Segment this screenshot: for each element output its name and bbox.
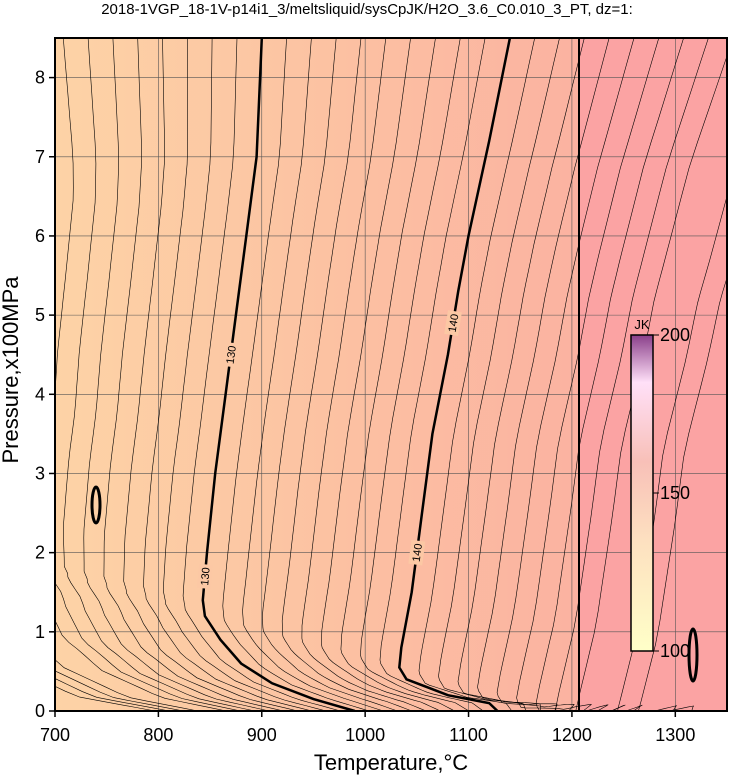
y-tick-label: 4 xyxy=(35,384,45,404)
plot-frame xyxy=(54,37,728,712)
thin-contour xyxy=(617,195,727,711)
colorbar: JK 100 150 200 xyxy=(630,317,690,661)
contour-label-bg xyxy=(408,539,426,566)
y-tick-label: 6 xyxy=(35,226,45,246)
thin-contour xyxy=(55,659,198,711)
colorbar-label: JK xyxy=(634,317,650,332)
thin-contour xyxy=(477,38,610,711)
contour-label: 130 xyxy=(199,567,213,586)
thin-contour xyxy=(55,38,241,711)
y-tick-label: 3 xyxy=(35,463,45,483)
thin-contour xyxy=(418,38,535,711)
thin-contour xyxy=(143,38,313,711)
contour-label: 140 xyxy=(411,543,425,563)
thin-contour xyxy=(262,38,398,711)
x-tick-label: 900 xyxy=(247,725,277,745)
thin-contour xyxy=(535,38,684,711)
contours: 130 130 140 140 xyxy=(55,38,727,711)
x-tick-label: 1200 xyxy=(552,725,592,745)
thin-contour xyxy=(182,38,341,711)
x-tick-label: 1100 xyxy=(449,725,488,745)
y-axis-label: Pressure,x100MPa xyxy=(0,276,23,464)
contour-blob xyxy=(687,627,699,683)
thin-contour xyxy=(103,38,284,711)
x-tick-label: 1000 xyxy=(345,725,385,745)
x-tick-label: 700 xyxy=(40,725,70,745)
y-tick-label: 1 xyxy=(35,622,45,642)
thin-contour xyxy=(281,38,413,711)
contour-line xyxy=(398,38,512,711)
thin-contour xyxy=(222,38,370,711)
thin-contour xyxy=(379,38,486,711)
y-tick-label: 5 xyxy=(35,305,45,325)
thin-contour xyxy=(162,38,327,711)
thin-contour xyxy=(123,38,298,711)
thin-contour xyxy=(516,38,660,711)
thin-contour xyxy=(438,38,560,711)
thin-contour xyxy=(55,619,227,711)
contour-label: 140 xyxy=(447,313,462,333)
y-tick-label: 7 xyxy=(35,147,45,167)
thin-contour xyxy=(321,38,441,711)
y-tick-label: 8 xyxy=(35,68,45,88)
contour-label-bg xyxy=(196,563,213,589)
thin-contour xyxy=(496,38,635,711)
x-tick-label: 1300 xyxy=(655,725,695,745)
x-axis-label: Temperature,°C xyxy=(314,750,468,775)
contour-label: 130 xyxy=(225,345,239,365)
y-tick-label: 2 xyxy=(35,543,45,563)
x-tick-label: 800 xyxy=(143,725,173,745)
thin-contour xyxy=(83,38,270,711)
colorbar-scale xyxy=(630,334,654,652)
contour-label-bg xyxy=(222,341,240,368)
contour-label-bg xyxy=(444,310,462,337)
thin-contour xyxy=(340,38,455,711)
colorbar-tick-label: 150 xyxy=(660,483,690,503)
contour-blob xyxy=(90,485,102,525)
chart-title: 2018-1VGP_18-1V-p14i1_3/meltsliquid/sysC… xyxy=(101,1,633,18)
colorbar-tick-label: 100 xyxy=(660,641,690,661)
thin-contour xyxy=(575,55,727,711)
thin-contour xyxy=(360,38,470,711)
thin-contour xyxy=(63,38,255,711)
thin-contour xyxy=(242,38,384,711)
colorbar-tick-label: 200 xyxy=(660,325,690,345)
y-tick-label: 0 xyxy=(35,701,45,721)
thin-contour xyxy=(301,38,427,711)
